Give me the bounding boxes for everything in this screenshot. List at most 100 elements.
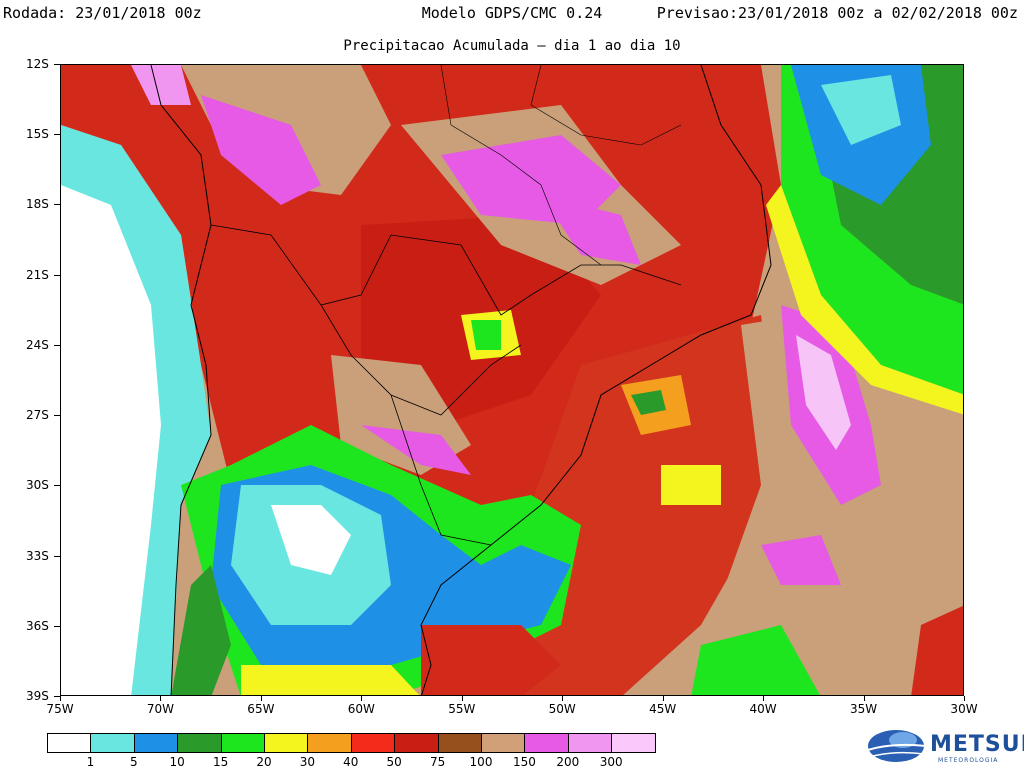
precip-zone-yellow-ne — [766, 185, 963, 415]
lat-tick — [54, 696, 60, 697]
precip-zone-cyan-ne — [821, 75, 901, 145]
lat-tick — [54, 64, 60, 65]
lat-tick — [54, 134, 60, 136]
lat-label-36S: 36S — [26, 618, 49, 633]
country-borders-south — [320, 304, 522, 416]
lon-tick — [160, 696, 162, 701]
legend-swatch — [481, 734, 526, 752]
model-title: Modelo GDPS/CMC 0.24 — [421, 4, 603, 22]
precip-zone-magenta-bolivia — [201, 95, 321, 205]
lat-label-33S: 33S — [26, 548, 49, 563]
lat-label-12S: 12S — [26, 57, 49, 71]
precip-zone-red-sw — [421, 625, 561, 695]
lat-tick — [54, 204, 60, 206]
legend-label-100: 100 — [469, 755, 493, 769]
lon-label-70W: 70W — [146, 702, 175, 716]
logo-name: METSUL — [930, 732, 1024, 757]
precip-zone-magenta-south — [761, 535, 841, 585]
precip-zone-yellow-sw — [241, 665, 420, 695]
globe-icon — [861, 730, 927, 762]
legend-label-15: 15 — [212, 755, 229, 769]
lon-label-55W: 55W — [448, 702, 476, 716]
precipitation-map — [60, 64, 964, 696]
lon-label-65W: 65W — [247, 702, 275, 716]
legend-swatch — [308, 734, 352, 752]
legend-label-5: 5 — [129, 755, 138, 769]
lon-label-45W: 45W — [649, 702, 677, 716]
legend-swatch — [525, 734, 569, 752]
legend-swatch — [612, 734, 656, 752]
precipitation-field — [61, 65, 963, 695]
legend-label-300: 300 — [599, 755, 623, 769]
precip-zone-magenta-minas — [541, 195, 641, 265]
legend-label-30: 30 — [299, 755, 316, 769]
lon-tick — [260, 696, 262, 701]
legend-label-40: 40 — [343, 755, 359, 769]
country-borders — [210, 224, 682, 316]
legend-label-1: 1 — [86, 755, 95, 769]
legend-swatch — [395, 734, 439, 752]
legend-label-50: 50 — [386, 755, 402, 769]
metsul-logo: METSUL METEOROLOGIA — [858, 726, 1024, 766]
west-coastline — [150, 65, 212, 695]
precip-zone-pink-peru — [131, 65, 191, 105]
lon-label-40W: 40W — [749, 702, 777, 716]
precip-zone-white-pacific — [61, 185, 161, 695]
legend-label-10: 10 — [169, 755, 185, 769]
east-coastline — [420, 65, 772, 695]
legend-swatch — [351, 734, 396, 752]
precip-zone-green-coast — [631, 390, 666, 415]
map-subtitle: Precipitacao Acumulada – dia 1 ao dia 10 — [343, 38, 681, 54]
lon-tick — [461, 696, 463, 701]
lat-tick — [54, 485, 60, 487]
lon-label-75W: 75W — [46, 702, 74, 716]
legend-label-75: 75 — [429, 755, 446, 769]
legend-swatch — [178, 734, 222, 752]
precip-zone-lightpink-atlantic — [796, 335, 851, 450]
color-legend — [47, 733, 657, 753]
lat-label-15S: 15S — [26, 127, 49, 142]
lat-tick — [54, 555, 60, 557]
lon-label-30W: 30W — [950, 702, 978, 716]
lon-tick — [562, 696, 564, 701]
precip-zone-white-argentina — [271, 505, 351, 575]
precip-zone-magenta-argentina — [361, 425, 471, 475]
border-argentina-uruguay — [390, 394, 492, 546]
lon-label-60W: 60W — [347, 702, 375, 716]
legend-swatch — [438, 734, 482, 752]
forecast-period-label: Previsao:23/01/2018 00z a 02/02/2018 00z — [656, 4, 1018, 22]
lat-label-27S: 27S — [26, 408, 49, 423]
lon-tick — [964, 696, 965, 701]
legend-swatch — [134, 734, 179, 752]
lat-tick — [54, 344, 60, 346]
run-date-label: Rodada: 23/01/2018 00z — [3, 4, 202, 22]
lat-tick — [54, 415, 60, 417]
legend-swatch — [221, 734, 265, 752]
precip-zone-magenta-goias — [441, 135, 621, 225]
lat-tick — [54, 625, 60, 627]
lat-label-24S: 24S — [26, 337, 49, 352]
legend-swatch — [48, 734, 92, 752]
precip-zone-yellow-atlantic — [661, 465, 721, 505]
legend-swatch — [91, 734, 135, 752]
lon-tick — [763, 696, 765, 701]
lon-label-50W: 50W — [548, 702, 576, 716]
lon-tick — [863, 696, 865, 701]
legend-label-150: 150 — [512, 755, 536, 769]
precip-zone-darkgreen-chile — [171, 565, 231, 695]
lat-label-30S: 30S — [26, 478, 49, 493]
state-borders-north — [530, 65, 682, 146]
lon-label-35W: 35W — [849, 702, 878, 716]
lon-tick — [60, 696, 61, 701]
precip-zone-green-se — [691, 625, 820, 695]
legend-label-20: 20 — [256, 755, 272, 769]
precip-zone-green-parana — [471, 320, 501, 350]
precip-zone-red-se — [911, 605, 963, 695]
state-borders — [440, 65, 602, 266]
lon-tick — [361, 696, 363, 701]
legend-swatch — [568, 734, 613, 752]
lat-label-21S: 21S — [26, 267, 49, 282]
logo-subtitle: METEOROLOGIA — [938, 757, 999, 764]
lat-label-18S: 18S — [26, 197, 49, 212]
lat-tick — [54, 274, 60, 276]
